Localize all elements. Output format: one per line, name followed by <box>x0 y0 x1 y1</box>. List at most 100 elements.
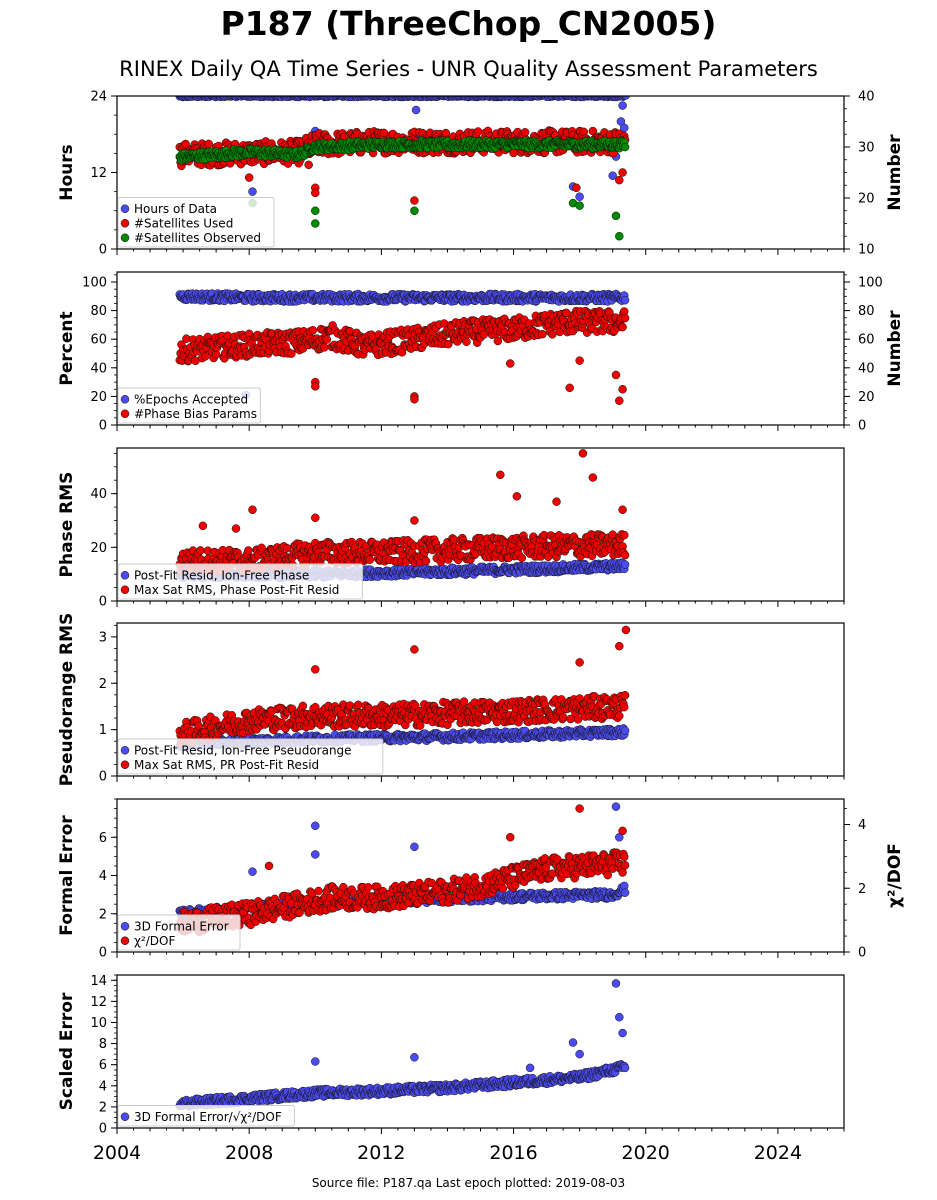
y-tick-label: 40 <box>90 487 107 502</box>
data-point <box>618 322 627 332</box>
panel-2: 020406080100020406080100NumberPercent%Ep… <box>57 271 905 434</box>
y-tick-label: 80 <box>90 304 107 319</box>
y-tick-label: 0 <box>99 595 107 610</box>
data-points <box>175 625 631 752</box>
data-point <box>244 546 253 555</box>
data-point <box>620 142 630 152</box>
y-right-tick-label: 0 <box>858 419 866 434</box>
y-right-tick-label: 60 <box>858 333 875 348</box>
outlier-point <box>411 105 421 115</box>
outlier-point <box>410 206 419 215</box>
outlier-point <box>575 192 584 201</box>
data-point <box>620 726 630 735</box>
data-point <box>365 555 375 564</box>
data-point <box>479 330 489 339</box>
data-point <box>459 697 469 706</box>
outlier-point <box>618 505 627 514</box>
outlier-point <box>608 171 617 180</box>
series-blue <box>175 289 630 400</box>
outlier-point <box>311 206 320 215</box>
outlier-point <box>572 183 581 193</box>
outlier-point <box>410 196 419 205</box>
outlier-point <box>565 383 574 393</box>
outlier-point <box>311 219 320 228</box>
data-point <box>353 700 363 710</box>
outlier-point <box>410 516 419 525</box>
outlier-point <box>244 173 254 182</box>
data-point <box>287 349 296 358</box>
data-point <box>444 339 453 349</box>
data-points <box>175 96 631 241</box>
y-right-tick-label: 100 <box>858 276 883 291</box>
data-point <box>201 352 210 361</box>
outlier-point <box>410 395 419 404</box>
chart-subtitle: RINEX Daily QA Time Series - UNR Quality… <box>119 57 818 81</box>
legend: Hours of Data#Satellites Used#Satellites… <box>117 197 275 248</box>
y-tick-label: 20 <box>90 390 107 405</box>
outlier-point <box>615 175 624 185</box>
data-points <box>175 449 630 583</box>
data-point <box>379 128 389 138</box>
data-point <box>196 546 205 555</box>
outlier-point <box>311 188 320 198</box>
y-right-tick-label: 40 <box>858 361 875 376</box>
outlier-point <box>311 513 320 523</box>
data-point <box>298 701 308 711</box>
y-right-axis-label: Number <box>885 310 905 387</box>
outlier-point <box>512 492 522 501</box>
data-point <box>415 721 425 730</box>
legend-label: %Epochs Accepted <box>134 392 248 406</box>
legend: %Epochs Accepted#Phase Bias Params <box>117 387 261 424</box>
legend-label: Hours of Data <box>134 202 217 216</box>
y-axis-label: Hours <box>57 144 77 201</box>
outlier-point <box>618 101 627 110</box>
y-tick-label: 40 <box>90 361 107 376</box>
outlier-point <box>611 370 621 380</box>
data-point <box>473 127 483 136</box>
data-point <box>257 543 266 553</box>
y-tick-label: 100 <box>82 276 107 291</box>
series-green <box>175 136 630 241</box>
data-point <box>619 530 629 540</box>
outlier-point <box>552 497 561 506</box>
legend-label: #Satellites Observed <box>134 231 261 245</box>
y-tick-label: 20 <box>90 541 107 556</box>
legend-marker <box>120 585 130 594</box>
y-tick-label: 60 <box>90 333 107 348</box>
legend-marker <box>120 409 130 418</box>
data-point <box>620 560 630 569</box>
chart-title: P187 (ThreeChop_CN2005) <box>220 4 717 43</box>
y-tick-label: 0 <box>99 243 107 258</box>
data-point <box>204 139 213 149</box>
legend-label: Post-Fit Resid, Ion-Free Phase <box>134 568 309 582</box>
legend-marker <box>120 233 130 242</box>
legend-box <box>117 387 261 424</box>
data-point <box>493 336 503 346</box>
outlier-point <box>311 382 320 391</box>
outlier-point <box>588 473 598 482</box>
outlier-point <box>575 356 584 365</box>
outlier-point <box>505 359 515 368</box>
data-point <box>462 337 471 347</box>
data-point <box>441 128 451 138</box>
data-point <box>620 295 630 305</box>
y-right-tick-label: 80 <box>858 304 875 319</box>
y-tick-label: 12 <box>90 166 107 181</box>
y-right-axis-label: Number <box>885 134 905 211</box>
outlier-point <box>496 470 505 480</box>
legend-label: Max Sat RMS, Phase Post-Fit Resid <box>134 583 339 597</box>
y-axis-label: Percent <box>57 311 77 385</box>
series-blue <box>175 96 631 201</box>
legend-marker <box>120 204 130 213</box>
data-point <box>322 335 332 344</box>
y-right-tick-label: 40 <box>858 90 875 105</box>
y-right-tick-label: 20 <box>858 390 875 405</box>
legend-marker <box>120 219 130 228</box>
legend-marker <box>120 395 130 404</box>
data-point <box>520 128 530 137</box>
y-right-tick-label: 20 <box>858 192 875 207</box>
outlier-point <box>611 211 621 221</box>
